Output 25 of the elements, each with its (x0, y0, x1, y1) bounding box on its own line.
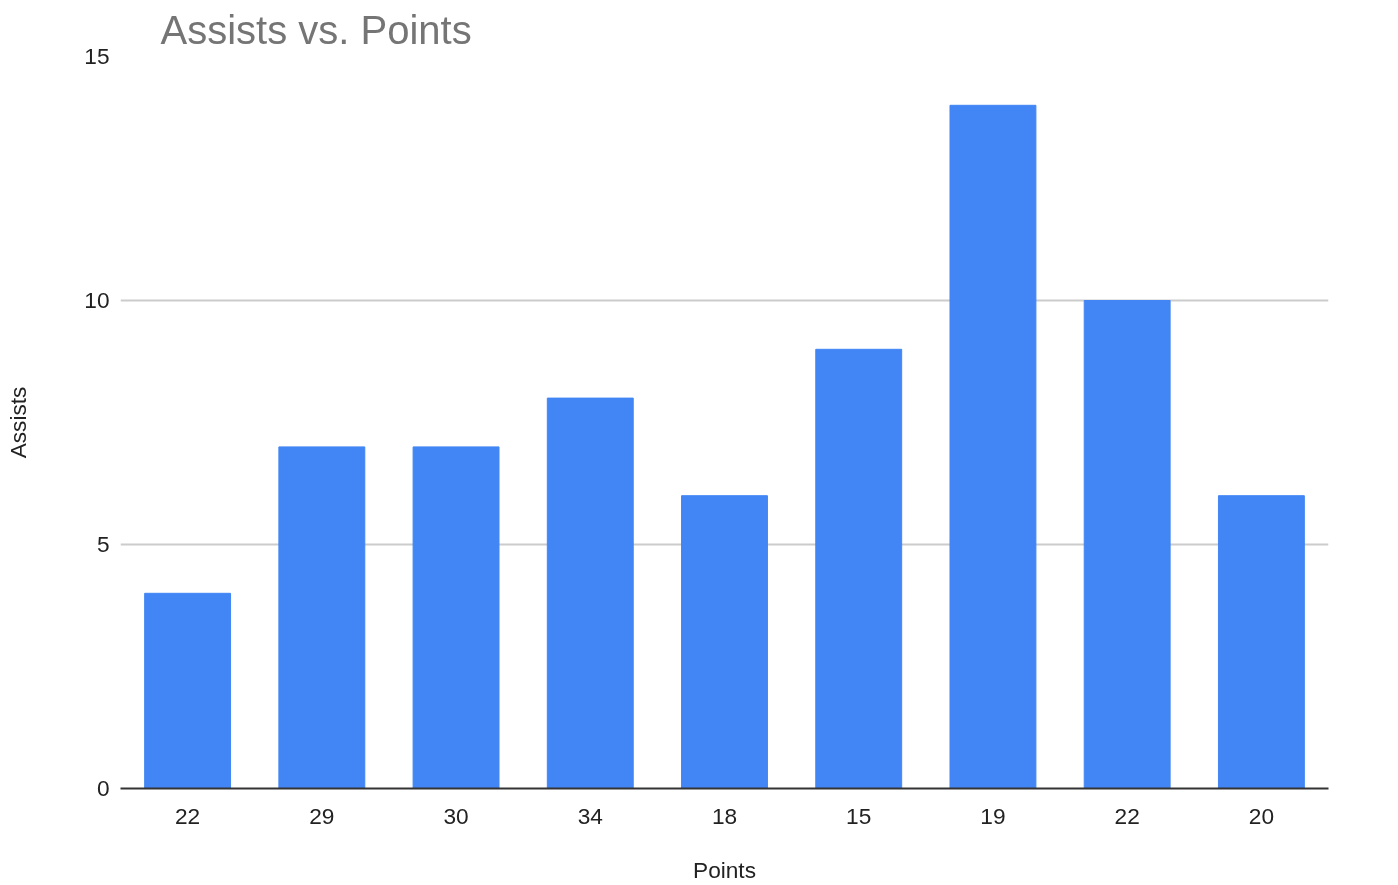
x-tick-label: 30 (443, 802, 469, 829)
bar (144, 592, 232, 789)
bar (815, 348, 903, 789)
y-tick-label: 10 (84, 287, 110, 313)
y-tick-label: 15 (84, 43, 110, 69)
bar (949, 104, 1037, 789)
y-tick-label: 5 (96, 531, 110, 557)
x-tick-label: 18 (711, 802, 738, 829)
bar (412, 446, 500, 789)
bar (1217, 495, 1305, 789)
bar (1083, 300, 1171, 789)
y-tick-label: 0 (96, 775, 110, 801)
x-tick-label: 20 (1248, 802, 1274, 829)
x-tick-label: 34 (577, 802, 603, 829)
x-tick-label: 29 (309, 802, 335, 829)
bar (681, 495, 768, 789)
y-axis-title: Assists (5, 386, 32, 459)
x-axis-title: Points (693, 856, 756, 883)
x-tick-label: 22 (1114, 802, 1140, 829)
x-tick-label: 19 (980, 802, 1006, 829)
chart-title: Assists vs. Points (160, 7, 472, 52)
x-tick-label: 15 (846, 802, 872, 829)
x-tick-label: 22 (175, 802, 201, 829)
bar (278, 446, 366, 789)
bar (546, 397, 634, 789)
